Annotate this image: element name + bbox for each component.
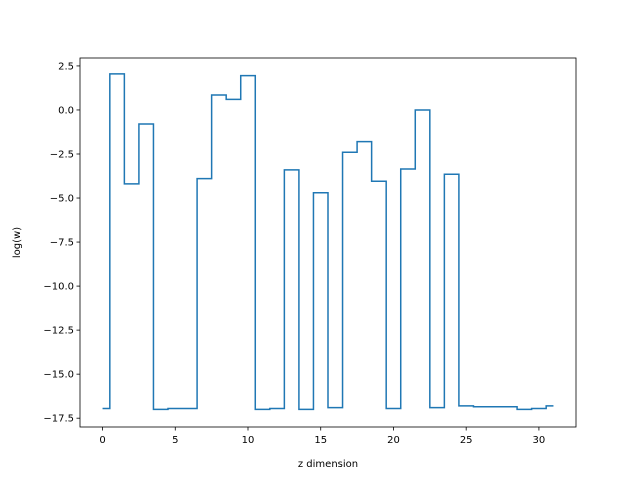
axes-frame	[79, 57, 577, 428]
y-tick-label: 0.0	[58, 105, 74, 116]
x-tick-label: 20	[387, 435, 400, 446]
x-tick-label: 0	[99, 435, 105, 446]
x-tick-label: 5	[172, 435, 178, 446]
x-axis-label: z dimension	[298, 459, 358, 470]
y-tick-label: −12.5	[43, 326, 74, 337]
y-tick-label: −5.0	[50, 194, 74, 205]
y-axis-ticks: 2.5 0.0 −2.5 −5.0 −7.5 −10.0 −12.5 −15.0 −17.5	[43, 61, 80, 425]
x-tick-label: 10	[242, 435, 255, 446]
y-tick-label: −15.0	[43, 370, 74, 381]
x-axis-ticks: 0 5 10 15 20 25 30	[99, 427, 545, 446]
y-axis-label: log(w)	[12, 227, 23, 258]
x-tick-label: 30	[533, 435, 546, 446]
y-tick-label: −2.5	[50, 149, 74, 160]
y-tick-label: −10.0	[43, 282, 74, 293]
plot-area	[102, 73, 554, 411]
x-tick-label: 15	[314, 435, 327, 446]
series-line	[102, 73, 554, 411]
x-tick-label: 25	[460, 435, 473, 446]
y-tick-label: −7.5	[50, 238, 74, 249]
y-tick-label: −17.5	[43, 414, 74, 425]
y-tick-label: 2.5	[58, 61, 74, 72]
